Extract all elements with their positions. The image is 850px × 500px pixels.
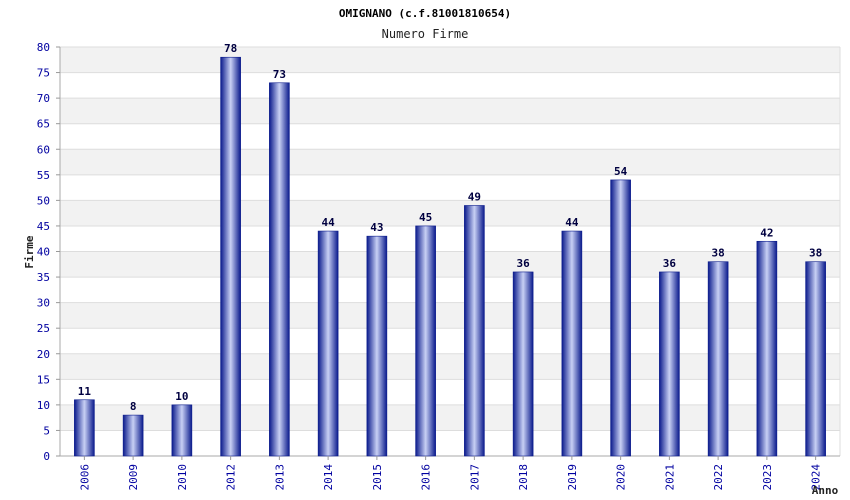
grid-band [60, 123, 840, 150]
y-tick-label: 0 [43, 450, 50, 463]
y-tick-label: 60 [37, 143, 50, 156]
bar [610, 179, 631, 457]
y-tick-label: 50 [37, 194, 50, 207]
y-tick-label: 5 [43, 424, 50, 437]
bar [464, 205, 485, 457]
x-tick-label: 2022 [712, 464, 725, 491]
x-tick-label: 2019 [566, 464, 579, 491]
grid-band [60, 72, 840, 99]
x-axis-ticks: 2006 2009 2010 2012 2013 2014 2015 2016 2017 2018… [78, 456, 823, 491]
chart-title: OMIGNANO (c.f.81001810654) [339, 7, 511, 20]
x-tick-label: 2006 [78, 464, 91, 491]
x-tick-label: 2010 [176, 464, 189, 491]
bar [659, 271, 680, 457]
y-axis-ticks: 0 5 10 15 20 25 30 35 40 45 50 55 60 65 70 75 80 [37, 41, 60, 463]
grid-lines [60, 46, 840, 457]
y-tick-label: 35 [37, 271, 50, 284]
chart-subtitle: Numero Firme [382, 27, 469, 41]
y-tick-label: 75 [37, 67, 50, 80]
bar-value-label: 49 [468, 190, 481, 203]
x-tick-label: 2024 [810, 464, 823, 491]
bar-value-label: 78 [224, 42, 237, 55]
bar-value-label: 42 [760, 226, 773, 239]
x-tick-label: 2009 [127, 464, 140, 491]
bar [805, 261, 826, 457]
bar [220, 56, 241, 457]
y-tick-label: 15 [37, 373, 50, 386]
y-tick-label: 55 [37, 169, 50, 182]
bar-value-label: 73 [273, 68, 286, 81]
bar-value-label: 54 [614, 165, 628, 178]
grid-band [60, 174, 840, 201]
x-axis-label: Anno [812, 484, 839, 497]
y-axis-label: Firme [23, 235, 36, 268]
bars [74, 56, 826, 457]
bar [756, 240, 778, 457]
bar-value-label: 38 [809, 247, 822, 260]
grid-band [60, 47, 840, 73]
bar-value-label: 10 [175, 390, 188, 403]
bar [366, 235, 388, 457]
y-tick-label: 40 [37, 246, 50, 259]
bar-value-label: 38 [712, 247, 725, 260]
bar-value-label: 36 [517, 257, 531, 270]
x-tick-label: 2017 [468, 464, 481, 491]
bar [269, 82, 290, 457]
y-tick-label: 25 [37, 322, 50, 335]
y-tick-label: 80 [37, 41, 50, 54]
y-tick-label: 45 [37, 220, 50, 233]
y-tick-label: 65 [37, 118, 50, 131]
bar-value-label: 44 [322, 216, 336, 229]
x-tick-label: 2015 [371, 464, 384, 491]
bar [122, 414, 144, 457]
y-tick-label: 70 [37, 92, 50, 105]
x-tick-label: 2012 [225, 464, 238, 491]
y-tick-label: 20 [37, 348, 50, 361]
bar [317, 230, 339, 457]
bar [415, 225, 436, 457]
bar [707, 261, 729, 457]
bar [74, 399, 95, 457]
y-tick-label: 10 [37, 399, 50, 412]
grid-band [60, 98, 840, 124]
x-tick-label: 2014 [322, 464, 335, 491]
bar-value-label: 44 [565, 216, 579, 229]
bar-value-label: 43 [370, 221, 383, 234]
x-tick-label: 2023 [761, 464, 774, 491]
grid-band [60, 225, 840, 252]
x-tick-label: 2013 [273, 464, 286, 491]
grid-band [60, 149, 840, 175]
x-tick-label: 2018 [517, 464, 530, 491]
bar-value-label: 8 [130, 400, 137, 413]
value-labels: 11 8 10 78 73 44 43 45 49 36 44 54 36 38 42 38 [78, 42, 823, 413]
bar-value-label: 36 [663, 257, 677, 270]
x-tick-label: 2016 [420, 464, 433, 491]
y-tick-label: 30 [37, 297, 50, 310]
grid-band [60, 200, 840, 226]
bar-value-label: 45 [419, 211, 432, 224]
x-tick-label: 2021 [663, 464, 676, 491]
bar-value-label: 11 [78, 385, 92, 398]
bar [171, 404, 193, 457]
bar [561, 230, 583, 457]
x-tick-label: 2020 [615, 464, 628, 491]
bar [512, 271, 534, 457]
